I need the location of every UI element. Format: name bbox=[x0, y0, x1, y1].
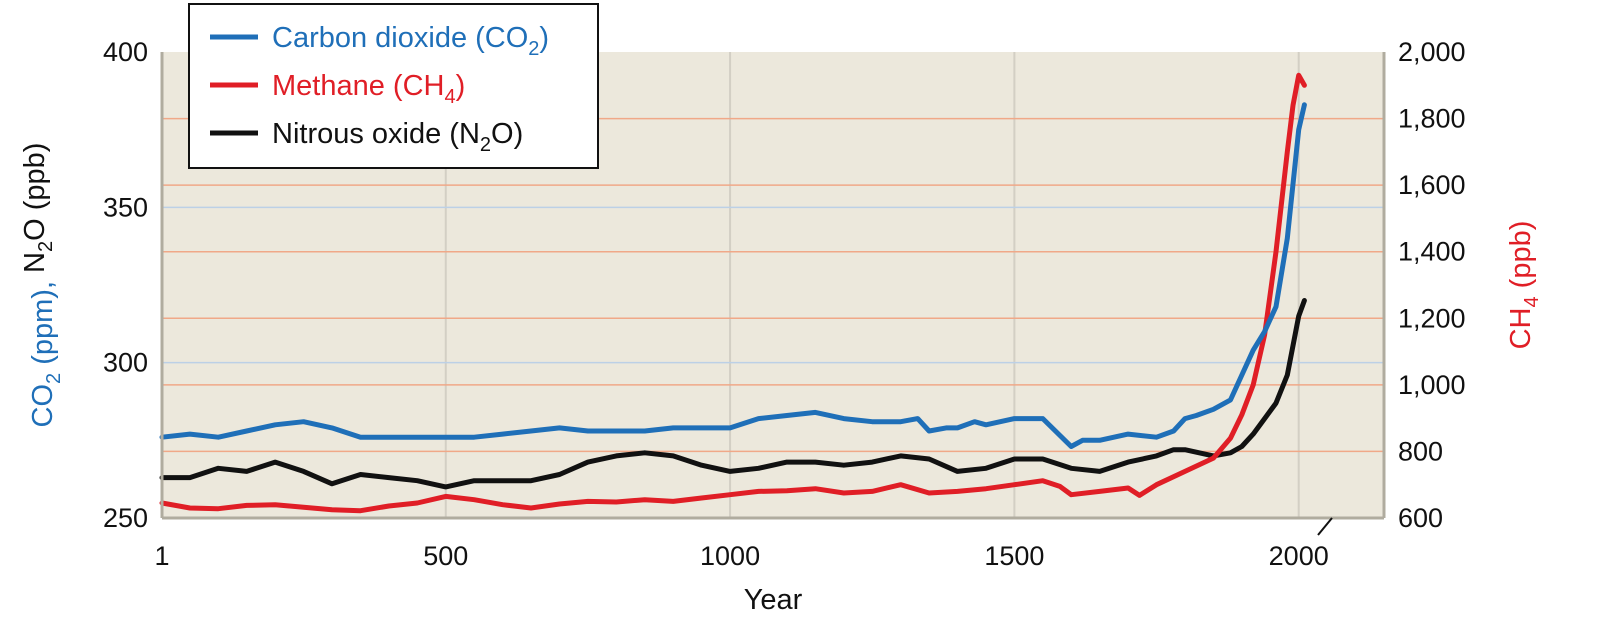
series-line-0 bbox=[159, 102, 1307, 449]
y-right-tick-label: 1,800 bbox=[1398, 104, 1466, 134]
y-left-tick-label: 250 bbox=[103, 503, 148, 533]
label-subscript: 2 bbox=[480, 134, 491, 156]
label-part: CO bbox=[27, 384, 59, 428]
y-left-tick-label: 350 bbox=[103, 192, 148, 222]
label-part: (ppb) bbox=[1505, 221, 1537, 297]
y-left-tick-label: 400 bbox=[103, 37, 148, 67]
y-right-tick-label: 800 bbox=[1398, 436, 1443, 466]
x-axis-title: Year bbox=[744, 584, 803, 616]
y-right-tick-label: 2,000 bbox=[1398, 37, 1466, 67]
label-subscript: 4 bbox=[1521, 296, 1543, 307]
label-part: N bbox=[19, 252, 51, 273]
grid-lines bbox=[162, 52, 1384, 518]
y-left-tick-label: 300 bbox=[103, 348, 148, 378]
axes bbox=[160, 52, 1386, 536]
label-subscript: 2 bbox=[35, 241, 57, 252]
label-part: CH bbox=[1505, 308, 1537, 350]
axis-break-mark bbox=[1317, 517, 1333, 536]
y-right-tick-label: 1,200 bbox=[1398, 303, 1466, 333]
label-part: O) bbox=[491, 118, 523, 150]
x-tick-label: 500 bbox=[423, 541, 468, 571]
label-part: ) bbox=[539, 22, 549, 54]
x-tick-label: 1000 bbox=[700, 541, 760, 571]
x-tick-label: 1500 bbox=[984, 541, 1044, 571]
label-part: Nitrous oxide (N bbox=[272, 118, 480, 150]
label-subscript: 4 bbox=[444, 86, 455, 108]
label-subscript: 2 bbox=[43, 373, 65, 384]
y-axis-title-right: CH4 (ppb) bbox=[1505, 221, 1543, 350]
series-line-1 bbox=[159, 72, 1307, 514]
label-part: Carbon dioxide (CO bbox=[272, 22, 528, 54]
label-part: (ppm), bbox=[27, 273, 59, 373]
legend-entry-label: Nitrous oxide (N2O) bbox=[272, 118, 523, 156]
label-part: Methane (CH bbox=[272, 70, 444, 102]
label-part: ) bbox=[456, 70, 466, 102]
tick-labels: 1 500 1000 1500 20002503003504006008001,0001… bbox=[103, 37, 1466, 571]
y-axis-title-left: CO2 (ppm), N2O (ppb) bbox=[19, 143, 65, 428]
label-subscript: 2 bbox=[528, 38, 539, 60]
label-part: O (ppb) bbox=[19, 143, 51, 241]
y-right-tick-label: 1,000 bbox=[1398, 370, 1466, 400]
x-tick-label: 2000 bbox=[1269, 541, 1329, 571]
legend: Carbon dioxide (CO2)Methane (CH4)Nitrous… bbox=[188, 3, 599, 169]
y-right-tick-label: 600 bbox=[1398, 503, 1443, 533]
y-right-tick-label: 1,600 bbox=[1398, 170, 1466, 200]
series-layer bbox=[159, 72, 1307, 514]
legend-entry-label: Carbon dioxide (CO2) bbox=[272, 22, 549, 60]
x-tick-label: 1 bbox=[154, 541, 169, 571]
y-right-tick-label: 1,400 bbox=[1398, 237, 1466, 267]
legend-entry-label: Methane (CH4) bbox=[272, 70, 465, 108]
